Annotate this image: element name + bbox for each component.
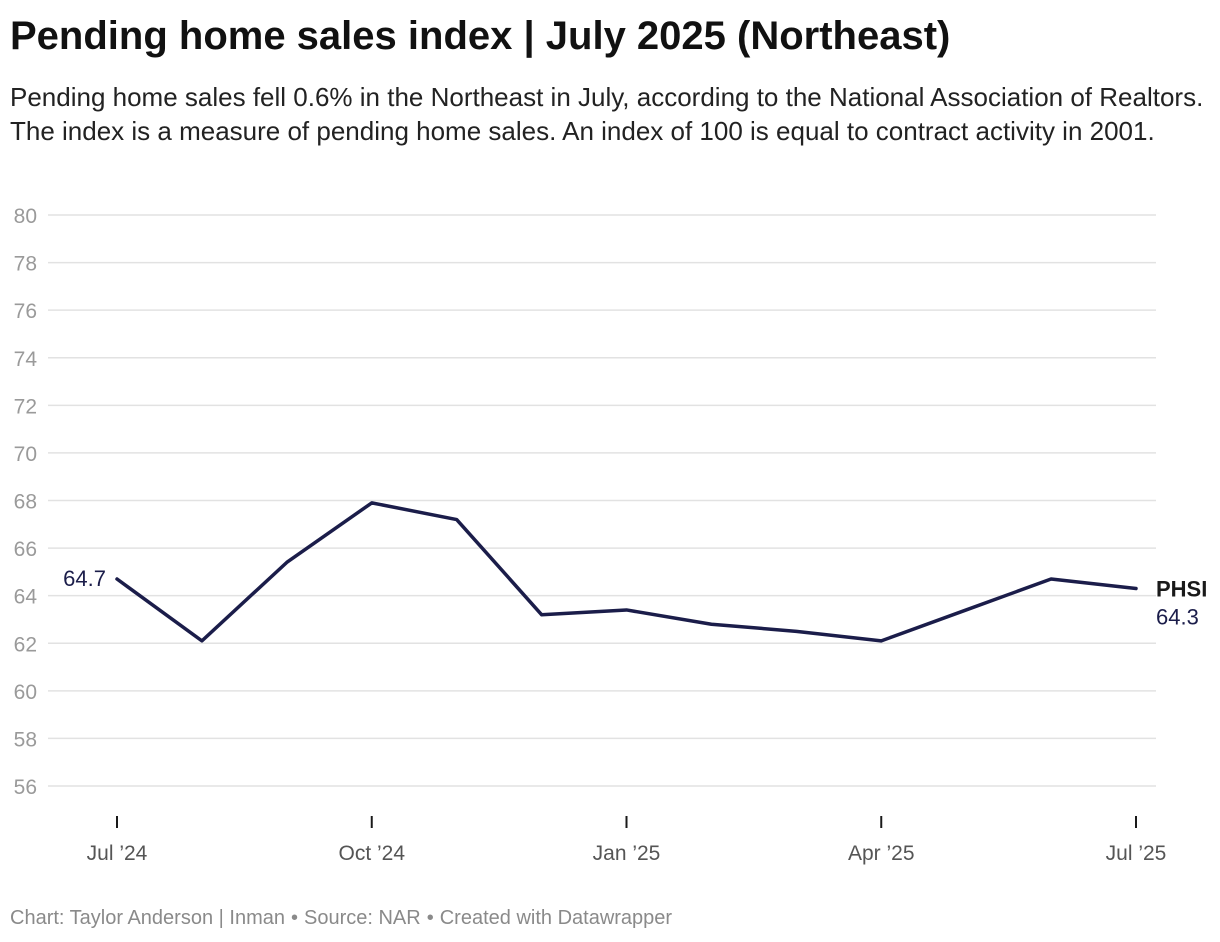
gridlines (48, 214, 1156, 787)
y-tick-label: 74 (14, 348, 38, 371)
chart-credit: Chart: Taylor Anderson | Inman (10, 907, 285, 929)
end-value-label: 64.3 (1156, 605, 1199, 630)
y-tick-label: 62 (14, 633, 37, 656)
x-axis: Jul ’24 Oct ’24 Jan ’25 Apr ’25 Jul ’25 (87, 816, 1167, 865)
y-tick-label: 64 (14, 586, 38, 609)
x-tick-label: Jan ’25 (593, 842, 661, 865)
footer-separator: • (426, 907, 434, 929)
start-value-label: 64.7 (63, 566, 106, 591)
y-tick-label: 56 (14, 776, 37, 799)
data-point (200, 639, 204, 643)
y-tick-label: 58 (14, 728, 37, 751)
chart-title: Pending home sales index | July 2025 (No… (10, 14, 951, 58)
y-tick-label: 66 (14, 538, 37, 561)
annotation-layer: 64.7 PHSI 64.3 (63, 566, 1207, 630)
data-point (115, 577, 119, 581)
y-tick-label: 78 (14, 253, 37, 276)
y-axis-tick-labels: 56 58 60 62 64 66 68 70 72 74 76 78 80 (14, 205, 38, 799)
data-point (455, 518, 459, 522)
x-tick-label: Apr ’25 (848, 842, 915, 865)
data-point (794, 629, 798, 633)
data-point (964, 608, 968, 612)
series-layer (115, 501, 1138, 643)
y-tick-label: 72 (14, 395, 37, 418)
y-tick-label: 60 (14, 681, 37, 704)
data-point (1049, 577, 1053, 581)
x-tick-label: Oct ’24 (338, 842, 405, 865)
data-point (709, 622, 713, 626)
y-tick-label: 68 (14, 491, 37, 514)
chart-subtitle: Pending home sales fell 0.6% in the Nort… (10, 82, 1204, 146)
y-tick-label: 76 (14, 300, 37, 323)
data-point (370, 501, 374, 505)
source-label: Source: NAR (304, 907, 421, 929)
x-tick-label: Jul ’25 (1106, 842, 1167, 865)
data-point (625, 608, 629, 612)
data-point (879, 639, 883, 643)
series-name-label: PHSI (1156, 577, 1207, 602)
data-point (285, 560, 289, 564)
chart-footer: Chart: Taylor Anderson | Inman • Source: N… (10, 905, 672, 931)
y-tick-label: 80 (14, 205, 37, 228)
data-point (1134, 587, 1138, 591)
y-tick-label: 70 (14, 443, 37, 466)
data-point (540, 613, 544, 617)
x-tick-label: Jul ’24 (87, 842, 148, 865)
datawrapper-credit: Created with Datawrapper (439, 907, 673, 929)
series-line-phsi (115, 501, 1138, 643)
footer-separator: • (290, 907, 298, 929)
